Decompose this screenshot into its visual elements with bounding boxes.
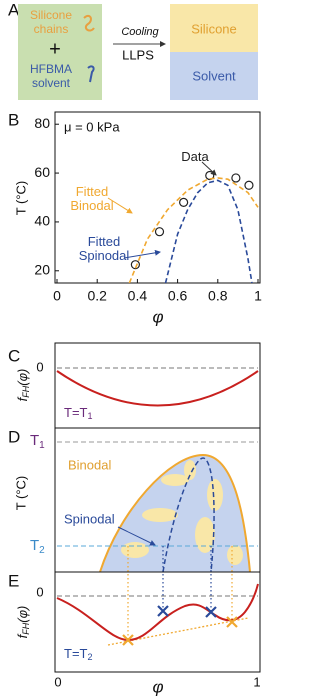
fitted-curve [164,179,253,283]
x-tick-label: 0.4 [128,288,148,304]
binodal-points [122,616,238,646]
x-tick-label: 0.6 [168,288,188,304]
spinodal-label: Spinodal [64,511,115,526]
panel-label: A [8,0,20,19]
y-tick-label: 20 [34,261,50,277]
x-tick-label: 1 [253,674,260,689]
zero-label: 0 [36,584,43,599]
annotation: μ = 0 kPa [64,119,120,134]
spinodal-arrow [117,526,156,546]
data-point [154,227,165,237]
x-axis-label: φ [152,677,163,696]
fitted-curve [128,177,259,283]
spinodal-curve [162,457,215,573]
free-energy-curve [56,583,259,642]
panel-label: E [8,571,19,590]
state-label: T=T1 [64,405,93,421]
mixture-box [18,4,102,100]
t2-label: T2 [30,537,45,556]
tie-lines [127,546,233,640]
solvent-icon [87,65,95,83]
phase-region [100,455,250,572]
spinodal-points [157,605,217,618]
series-label-text: Data [181,150,209,164]
label-arrow [201,161,217,176]
series-label: Fitted Binodal [70,185,114,213]
y-tick-label: 40 [34,213,50,229]
series-label-text: Fitted Binodal [70,185,114,213]
bottom-phase-label: Solvent [192,68,236,83]
series-label: Data [181,150,209,164]
series-label-text: Fitted Spinodal [78,235,130,263]
t1-label: T1 [30,432,45,451]
binodal-curve [99,453,251,573]
y-axis-label: T (°C) [13,476,28,511]
data-point [231,173,241,183]
x-tick-label: 0 [53,288,61,304]
label-arrow [123,249,161,259]
panel-label: D [8,427,20,446]
binodal-label: Binodal [68,457,111,472]
x-tick-label: 0 [54,674,61,689]
free-energy-curve [56,370,259,407]
label-arrow [107,197,133,214]
top-phase [170,4,258,52]
panel-label: C [8,346,20,365]
chains-label: Silicone chains [30,8,72,36]
plus: + [49,38,61,60]
bottom-phase [170,52,258,100]
x-tick-label: 1 [254,288,262,304]
solvent-label: HFBMA solvent [30,62,72,90]
y-tick-label: 60 [34,164,50,180]
data-point [244,180,254,190]
x-tick-label: 0.2 [87,288,107,304]
series-label: Fitted Spinodal [78,235,130,263]
y-axis-label: fFH(φ) [15,369,31,402]
data-point [179,197,189,207]
panel-label: B [8,110,19,129]
plot-frame [54,571,261,673]
y-tick-label: 80 [34,115,50,131]
top-phase-label: Silicone [191,21,237,36]
llps-label: LLPS [122,47,154,62]
zero-label: 0 [36,359,43,374]
chain-icon [83,14,95,32]
x-tick-label: 0.8 [208,288,228,304]
y-axis-label: fFH(φ) [15,606,31,639]
state-label: T=T2 [64,646,93,662]
y-axis-label: T (°C) [13,181,28,216]
plot-frame [54,111,261,284]
data-point [130,260,140,270]
x-axis-label: φ [152,307,163,326]
cooling-label: Cooling [121,26,159,38]
figure: A Silicone chains + HFBMA solvent Coolin… [8,0,262,696]
